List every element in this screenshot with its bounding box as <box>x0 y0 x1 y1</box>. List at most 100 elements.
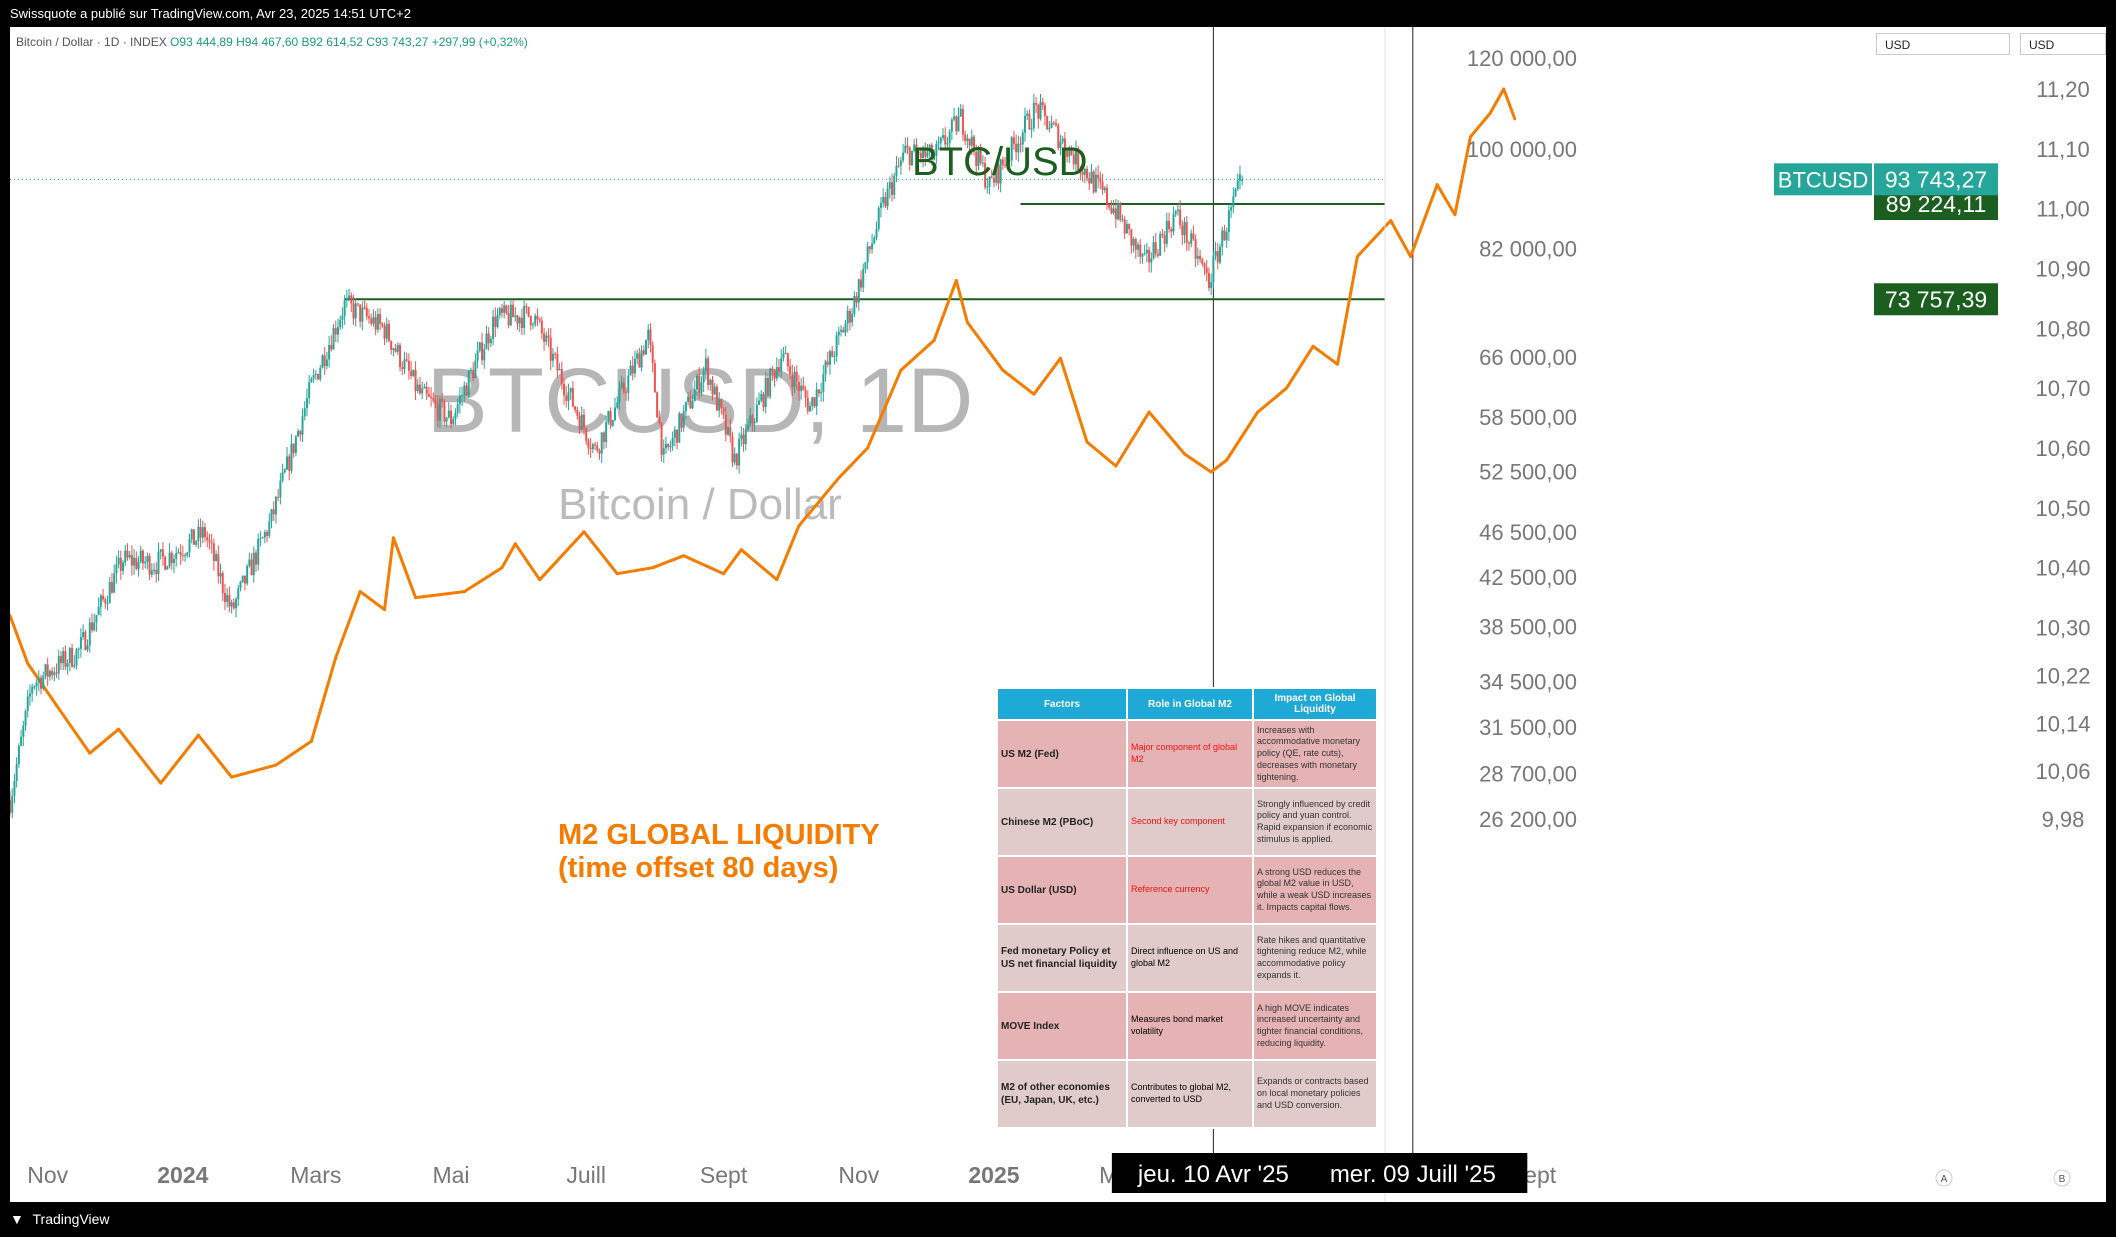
candle-body <box>817 389 820 394</box>
candle-body <box>299 431 302 435</box>
candle-body <box>636 353 639 359</box>
m2-point <box>117 727 121 731</box>
m2-point <box>10 614 12 618</box>
candle-body <box>848 310 851 323</box>
candle-body <box>387 323 390 341</box>
candle-body <box>1165 220 1168 244</box>
chart-panel[interactable]: BTCUSD, 1D Bitcoin / Dollar BTC/USD M2 GLOB… <box>10 27 2106 1202</box>
candle-body <box>119 557 122 571</box>
candle-body <box>1092 171 1095 192</box>
candle-body <box>110 581 113 593</box>
candle-body <box>1063 138 1066 151</box>
candle-body <box>1097 174 1100 179</box>
candle-body <box>735 453 738 466</box>
candle-body <box>855 296 858 303</box>
candle-body <box>778 367 781 372</box>
candle-body <box>1037 104 1040 119</box>
candle-body <box>1125 224 1128 234</box>
candle-body <box>893 175 896 195</box>
candle-body <box>137 561 140 569</box>
candle-body <box>1039 102 1042 119</box>
candle-body <box>1132 239 1135 246</box>
candle-body <box>722 408 725 415</box>
candle-body <box>917 151 920 153</box>
candle-body <box>844 323 847 333</box>
candle-body <box>166 566 169 570</box>
candle-body <box>82 631 85 638</box>
candle-body <box>1026 113 1029 116</box>
m2-tick-label: 10,80 <box>2035 316 2090 341</box>
candle-body <box>840 329 843 332</box>
last-price-badge-label: 93 743,27 <box>1885 166 1987 192</box>
candle-body <box>820 391 823 394</box>
level-badge <box>1874 283 1998 316</box>
candle-body <box>888 182 891 189</box>
candle-body <box>680 413 683 428</box>
m2-point <box>1453 213 1457 217</box>
candle-body <box>671 437 674 446</box>
candle-body <box>811 397 814 407</box>
candle-body <box>549 337 552 361</box>
candle-body <box>975 151 978 166</box>
price-chart[interactable]: BTCUSD, 1D Bitcoin / Dollar BTC/USD M2 GLOB… <box>10 27 2106 1202</box>
candle-body <box>414 369 417 391</box>
m2-tick-label: 10,90 <box>2035 257 2090 282</box>
candle-body <box>410 370 413 376</box>
candle-body <box>990 176 993 179</box>
candle-body <box>1048 127 1051 130</box>
candle-body <box>950 119 953 132</box>
candle-body <box>175 553 178 559</box>
candle-body <box>204 527 207 538</box>
candle-body <box>948 131 951 144</box>
candle-body <box>172 558 175 564</box>
candle-body <box>1021 132 1024 145</box>
time-tick-label: Juill <box>566 1162 606 1188</box>
m2-point <box>1389 219 1393 223</box>
candle-body <box>314 374 317 376</box>
candle-body <box>771 368 774 372</box>
candle-body <box>416 384 419 391</box>
candle-body <box>192 529 195 545</box>
open-label: O <box>170 35 180 49</box>
candle-body <box>474 360 477 378</box>
candle-body <box>1148 249 1151 263</box>
table-cell-role: Contributes to global M2, converted to U… <box>1128 1061 1252 1127</box>
candle-body <box>651 345 654 364</box>
candle-body <box>15 764 18 782</box>
price-tick-label: 100 000,00 <box>1467 137 1577 162</box>
candle-body <box>988 176 991 187</box>
candle-body <box>835 335 838 357</box>
candle-body <box>713 386 716 395</box>
candle-body <box>656 392 659 418</box>
candle-body <box>186 552 189 556</box>
price-tick-label: 66 000,00 <box>1479 345 1577 370</box>
m2-point <box>1085 440 1089 444</box>
candle-body <box>1145 249 1148 254</box>
candle-body <box>516 315 519 324</box>
candle-body <box>1219 246 1222 263</box>
candle-body <box>97 606 100 615</box>
currency-select-left[interactable]: USD <box>1876 33 2010 55</box>
price-tick-label: 31 500,00 <box>1479 715 1577 740</box>
candle-body <box>647 329 650 341</box>
candle-body <box>146 556 149 562</box>
candle-body <box>432 398 435 401</box>
candle-body <box>1216 251 1219 263</box>
time-tick-label: Sept <box>700 1162 748 1188</box>
currency-select-right[interactable]: USD <box>2020 33 2106 55</box>
candle-body <box>66 663 69 667</box>
candle-body <box>232 602 235 609</box>
candle-body <box>724 414 727 435</box>
watermark-subtitle: Bitcoin / Dollar <box>558 480 842 529</box>
candle-body <box>208 539 211 543</box>
candle-body <box>1046 115 1049 130</box>
m2-tick-label: 11,10 <box>2036 137 2089 162</box>
candle-body <box>824 361 827 375</box>
candle-body <box>259 538 262 540</box>
m2-point <box>88 751 92 755</box>
candle-body <box>312 375 315 379</box>
candle-body <box>368 316 371 319</box>
footer-bar: ▼ TradingView <box>0 1202 2116 1237</box>
candle-body <box>135 557 138 569</box>
candle-body <box>689 396 692 409</box>
